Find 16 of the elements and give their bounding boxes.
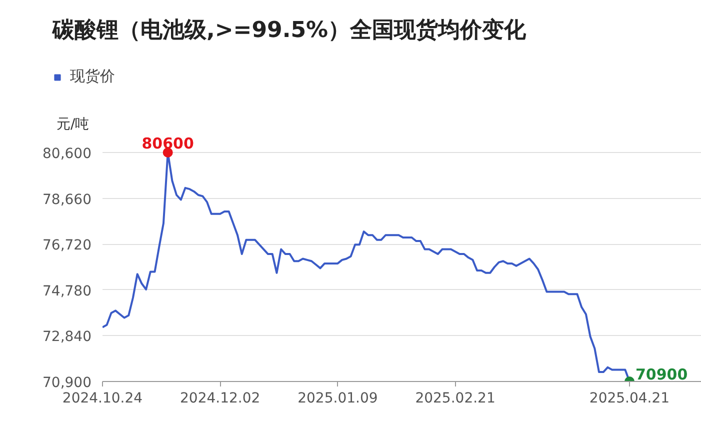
y-tick-label: 74,780 <box>42 283 92 300</box>
x-tick-label: 2024.12.02 <box>180 390 260 406</box>
y-tick-label: 78,660 <box>42 192 92 208</box>
annotation: 80600 <box>142 134 194 152</box>
y-tick-label: 72,840 <box>42 329 92 346</box>
x-tick-label: 2025.01.09 <box>298 390 378 406</box>
x-tick-label: 2024.10.24 <box>62 390 143 406</box>
y-tick-label: 80,600 <box>42 146 92 162</box>
annotation: 70900 <box>636 366 688 384</box>
y-tick-label: 70,900 <box>42 375 92 391</box>
legend-label: 现货价 <box>70 67 115 86</box>
y-tick-label: 76,720 <box>42 238 92 254</box>
chart-title: 碳酸锂（电池级,>=99.5%）全国现货均价变化 <box>52 17 528 43</box>
y-axis-title: 元/吨 <box>56 116 90 132</box>
x-tick-label: 2025.04.21 <box>589 390 670 406</box>
x-tick-label: 2025.02.21 <box>415 390 496 406</box>
